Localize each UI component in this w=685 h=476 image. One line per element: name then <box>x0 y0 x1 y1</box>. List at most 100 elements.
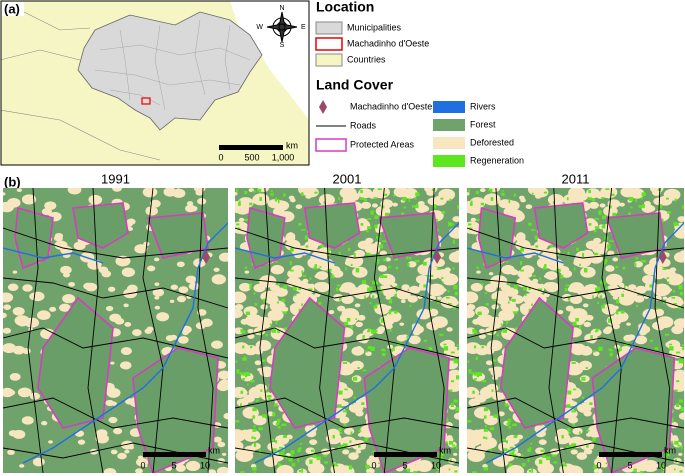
regeneration <box>543 266 547 270</box>
regeneration <box>291 454 294 459</box>
deforested <box>152 288 165 297</box>
regeneration <box>257 280 260 283</box>
study-site-box <box>141 97 151 105</box>
regeneration <box>535 245 539 248</box>
deforested <box>257 367 263 372</box>
deforested <box>365 351 372 357</box>
regeneration <box>373 305 378 309</box>
regeneration <box>270 190 273 192</box>
regeneration <box>546 456 551 461</box>
road <box>467 227 684 259</box>
deforested <box>3 304 12 310</box>
deforested <box>673 318 684 329</box>
regeneration <box>268 397 271 401</box>
regeneration <box>436 228 439 232</box>
deforested <box>269 300 286 312</box>
deforested <box>588 201 599 209</box>
regeneration <box>350 325 353 329</box>
regeneration <box>601 224 606 229</box>
deforested <box>653 283 671 297</box>
deforested <box>146 326 154 332</box>
deforested <box>607 250 615 256</box>
regeneration <box>401 212 404 216</box>
regeneration <box>396 285 399 289</box>
regeneration <box>342 410 348 413</box>
map <box>3 188 228 473</box>
deforested <box>448 227 459 239</box>
scale-tick: 5 <box>171 460 176 470</box>
regeneration <box>561 434 564 439</box>
deforested <box>454 250 459 257</box>
regeneration <box>388 310 392 315</box>
regeneration <box>367 328 371 332</box>
deforested <box>342 311 359 324</box>
regeneration <box>275 440 278 444</box>
deforested <box>216 466 228 473</box>
protected-area <box>132 347 219 473</box>
regeneration <box>571 443 577 448</box>
regeneration <box>676 351 681 354</box>
regeneration <box>367 287 371 292</box>
regeneration <box>501 192 505 196</box>
deforested <box>544 282 559 293</box>
regeneration <box>484 292 488 295</box>
deforested <box>238 389 248 396</box>
regeneration <box>673 303 678 305</box>
regeneration <box>528 222 532 226</box>
regeneration <box>678 284 683 290</box>
regeneration <box>501 438 505 442</box>
regeneration <box>350 263 353 266</box>
regeneration <box>674 468 676 471</box>
regeneration <box>331 274 335 279</box>
deforested <box>195 189 204 196</box>
road <box>373 188 395 473</box>
deforested <box>12 270 18 274</box>
scale-tick: 10 <box>431 460 441 470</box>
regeneration <box>383 275 388 279</box>
regeneration <box>235 420 240 423</box>
deforested <box>186 201 194 206</box>
regeneration <box>240 390 244 394</box>
regeneration <box>564 287 568 292</box>
deforested <box>73 241 86 251</box>
regeneration <box>666 452 670 457</box>
deforested <box>570 343 587 356</box>
regeneration <box>338 197 340 201</box>
regeneration <box>294 293 297 297</box>
deforested <box>266 411 274 417</box>
regeneration <box>374 215 379 219</box>
regeneration <box>676 403 680 407</box>
scale-tick: 5 <box>402 460 407 470</box>
regeneration <box>514 327 518 331</box>
deforested <box>3 192 6 196</box>
deforested <box>165 335 175 342</box>
regeneration <box>244 266 248 269</box>
regeneration <box>389 329 392 332</box>
regeneration <box>635 198 637 203</box>
deforested <box>486 316 504 329</box>
regeneration <box>393 194 396 197</box>
deforested <box>628 284 637 291</box>
regeneration <box>450 223 454 226</box>
regeneration <box>380 318 385 323</box>
regeneration <box>383 193 388 196</box>
regeneration <box>520 247 525 252</box>
regeneration <box>450 380 455 383</box>
deforested <box>605 265 615 272</box>
deforested <box>117 452 127 460</box>
location-map <box>1 1 309 165</box>
regeneration <box>597 286 601 291</box>
deforested <box>314 274 320 279</box>
regeneration <box>620 310 625 314</box>
regeneration <box>252 415 256 419</box>
deforested <box>244 270 250 274</box>
regeneration <box>607 244 611 249</box>
deforested <box>235 203 251 215</box>
deforested <box>235 192 238 196</box>
regeneration <box>509 463 513 466</box>
deforested <box>340 282 356 293</box>
road <box>142 188 164 473</box>
regeneration <box>379 244 384 249</box>
regeneration <box>586 445 589 448</box>
regeneration <box>273 403 278 407</box>
